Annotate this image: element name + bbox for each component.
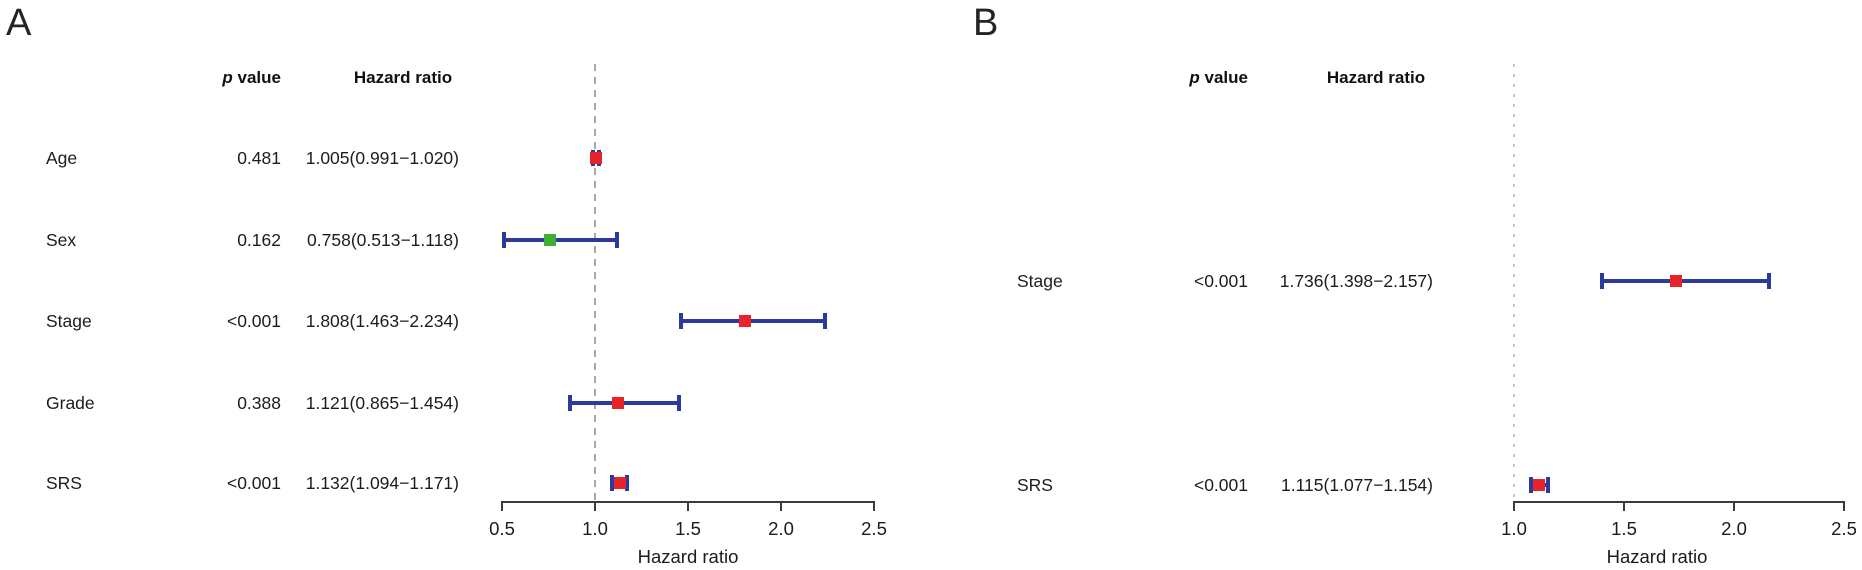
ci-upper-cap xyxy=(625,475,629,491)
x-axis-tick-label: 2.0 xyxy=(1721,518,1747,539)
ci-upper-cap xyxy=(615,232,619,248)
reference-line-hr1 xyxy=(1513,64,1515,500)
row-hazard-ratio-ci-text: 1.132(1.094−1.171) xyxy=(305,473,459,493)
row-p-value: 0.481 xyxy=(237,148,281,168)
row-hazard-ratio-ci-text: 0.758(0.513−1.118) xyxy=(307,230,459,250)
panel-b-hazard-ratio-column-header: Hazard ratio xyxy=(1326,68,1426,87)
x-axis-tick xyxy=(687,503,689,511)
panel-a-pvalue-column-header: p value xyxy=(161,67,281,89)
hr-point-marker-red xyxy=(1670,275,1682,287)
panel-b-pvalue-column-header: p value xyxy=(1128,67,1248,89)
x-axis-tick xyxy=(1843,503,1845,511)
ci-error-bar xyxy=(504,238,617,242)
x-axis-tick-label: 1.0 xyxy=(1501,518,1527,539)
x-axis-line xyxy=(1513,501,1845,503)
ci-upper-cap xyxy=(1767,273,1771,289)
p-value-header-rest: value xyxy=(232,68,281,87)
row-label-stage: Stage xyxy=(1017,271,1063,291)
ci-lower-cap xyxy=(679,313,683,329)
ci-error-bar xyxy=(1602,279,1769,283)
row-label-age: Age xyxy=(46,148,78,168)
p-italic-glyph: p xyxy=(1189,68,1200,87)
ci-lower-cap xyxy=(1600,273,1604,289)
hr-point-marker-red xyxy=(614,477,626,489)
x-axis-tick-label: 2.5 xyxy=(861,518,887,539)
ci-error-bar xyxy=(681,319,824,323)
hr-point-marker-red xyxy=(739,315,751,327)
x-axis-tick-label: 1.5 xyxy=(1611,518,1637,539)
ci-lower-cap xyxy=(502,232,506,248)
row-hazard-ratio-ci-text: 1.115(1.077−1.154) xyxy=(1281,475,1433,495)
panel-b-letter: B xyxy=(973,2,999,44)
panel-a-x-axis-title: Hazard ratio xyxy=(637,546,739,567)
row-hazard-ratio-ci-text: 1.736(1.398−2.157) xyxy=(1279,271,1433,291)
row-label-srs: SRS xyxy=(1017,475,1053,495)
row-p-value: 0.162 xyxy=(237,230,281,250)
hr-point-marker-green xyxy=(544,234,556,246)
ci-lower-cap xyxy=(610,475,614,491)
x-axis-line xyxy=(501,501,875,503)
row-p-value: 0.388 xyxy=(237,393,281,413)
reference-line-hr1 xyxy=(594,64,596,500)
row-p-value: <0.001 xyxy=(226,473,281,493)
x-axis-tick-label: 2.0 xyxy=(768,518,794,539)
row-label-srs: SRS xyxy=(46,473,82,493)
row-label-sex: Sex xyxy=(46,230,77,250)
panel-a-hazard-ratio-column-header: Hazard ratio xyxy=(353,68,453,87)
x-axis-tick-label: 1.5 xyxy=(675,518,701,539)
p-value-header-rest: value xyxy=(1199,68,1248,87)
row-hazard-ratio-ci-text: 1.121(0.865−1.454) xyxy=(305,393,459,413)
row-hazard-ratio-ci-text: 1.808(1.463−2.234) xyxy=(305,311,459,331)
ci-upper-cap xyxy=(1546,477,1550,493)
x-axis-tick xyxy=(1623,503,1625,511)
x-axis-tick xyxy=(501,503,503,511)
panel-a-letter: A xyxy=(6,2,32,44)
hr-point-marker-red xyxy=(590,152,602,164)
row-p-value: <0.001 xyxy=(1193,475,1248,495)
ci-lower-cap xyxy=(1529,477,1533,493)
ci-upper-cap xyxy=(677,395,681,411)
row-p-value: <0.001 xyxy=(226,311,281,331)
hr-point-marker-red xyxy=(1533,479,1545,491)
x-axis-tick-label: 2.5 xyxy=(1831,518,1857,539)
x-axis-tick xyxy=(1733,503,1735,511)
ci-upper-cap xyxy=(823,313,827,329)
row-label-stage: Stage xyxy=(46,311,92,331)
row-hazard-ratio-ci-text: 1.005(0.991−1.020) xyxy=(305,148,459,168)
x-axis-tick xyxy=(780,503,782,511)
x-axis-tick xyxy=(594,503,596,511)
p-italic-glyph: p xyxy=(222,68,233,87)
ci-error-bar xyxy=(570,401,680,405)
panel-b-x-axis-title: Hazard ratio xyxy=(1606,546,1708,567)
x-axis-tick-label: 0.5 xyxy=(489,518,515,539)
x-axis-tick xyxy=(873,503,875,511)
row-p-value: <0.001 xyxy=(1193,271,1248,291)
x-axis-tick-label: 1.0 xyxy=(582,518,608,539)
hr-point-marker-red xyxy=(612,397,624,409)
x-axis-tick xyxy=(1513,503,1515,511)
ci-lower-cap xyxy=(568,395,572,411)
row-label-grade: Grade xyxy=(46,393,95,413)
